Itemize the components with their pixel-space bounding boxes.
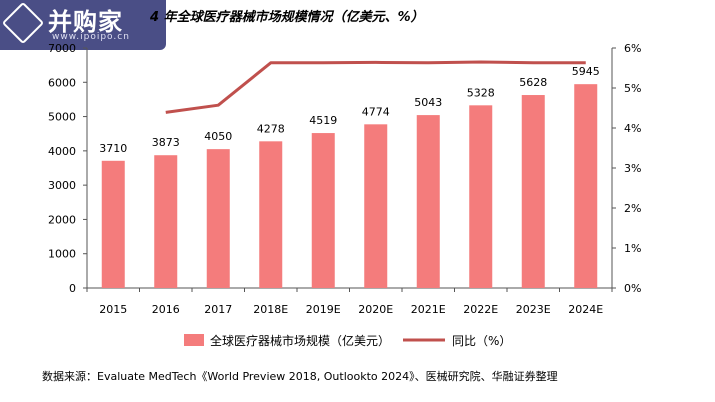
x-tick-label: 2015 bbox=[99, 303, 127, 316]
bar-value-label: 4278 bbox=[257, 122, 285, 135]
bar bbox=[574, 84, 598, 289]
y-left-tick-label: 6000 bbox=[48, 76, 76, 89]
yoy-line bbox=[165, 60, 586, 114]
logo-url: www.ipoipo.cn bbox=[52, 32, 130, 42]
data-source-note: 数据来源：Evaluate MedTech《World Preview 2018… bbox=[42, 370, 558, 383]
bar bbox=[206, 149, 230, 288]
brand-logo: 并购家 www.ipoipo.cn bbox=[0, 0, 166, 50]
y-right-tick-label: 6% bbox=[624, 42, 641, 55]
bar-value-label: 3710 bbox=[99, 142, 127, 155]
y-left-tick-label: 1000 bbox=[48, 248, 76, 261]
legend-swatch-bar bbox=[184, 334, 204, 346]
bar-value-label: 3873 bbox=[152, 136, 180, 149]
x-tick-label: 2019E bbox=[306, 303, 341, 316]
legend-label-line: 同比（%） bbox=[452, 334, 511, 348]
bar-value-label: 5043 bbox=[414, 96, 442, 109]
y-left-tick-label: 3000 bbox=[48, 179, 76, 192]
logo-name: 并购家 bbox=[48, 8, 123, 36]
bar-value-label: 4519 bbox=[309, 114, 337, 127]
y-right-tick-label: 3% bbox=[624, 162, 641, 175]
bar-value-label: 4050 bbox=[204, 130, 232, 143]
bar bbox=[154, 155, 178, 288]
y-left-tick-label: 7000 bbox=[48, 42, 76, 55]
y-right-tick-label: 1% bbox=[624, 242, 641, 255]
y-right-tick-label: 5% bbox=[624, 82, 641, 95]
bar-value-label: 5328 bbox=[467, 86, 495, 99]
bar-value-label: 5628 bbox=[519, 76, 547, 89]
y-left-tick-label: 4000 bbox=[48, 145, 76, 158]
bar bbox=[259, 141, 283, 288]
x-tick-label: 2016 bbox=[152, 303, 180, 316]
bar bbox=[416, 115, 440, 289]
bar-value-label: 5945 bbox=[572, 65, 600, 78]
bar-value-label: 4774 bbox=[362, 105, 390, 118]
y-left-tick-label: 5000 bbox=[48, 111, 76, 124]
chart-title: 4 年全球医疗器械市场规模情况（亿美元、%） bbox=[150, 10, 424, 25]
x-tick-label: 2021E bbox=[411, 303, 446, 316]
y-right-tick-label: 0% bbox=[624, 282, 641, 295]
x-tick-label: 2020E bbox=[358, 303, 393, 316]
x-tick-label: 2022E bbox=[463, 303, 498, 316]
bar bbox=[364, 124, 388, 288]
x-tick-label: 2024E bbox=[568, 303, 603, 316]
y-left-tick-label: 0 bbox=[69, 282, 76, 295]
y-right-tick-label: 2% bbox=[624, 202, 641, 215]
legend-label-bar: 全球医疗器械市场规模（亿美元） bbox=[210, 333, 390, 348]
y-right-tick-label: 4% bbox=[624, 122, 641, 135]
bar bbox=[469, 105, 493, 288]
x-tick-label: 2018E bbox=[253, 303, 288, 316]
y-left-tick-label: 2000 bbox=[48, 213, 76, 226]
bar bbox=[101, 160, 125, 288]
x-tick-label: 2017 bbox=[204, 303, 232, 316]
bar bbox=[311, 133, 335, 288]
bar bbox=[521, 95, 545, 288]
x-tick-label: 2023E bbox=[516, 303, 551, 316]
